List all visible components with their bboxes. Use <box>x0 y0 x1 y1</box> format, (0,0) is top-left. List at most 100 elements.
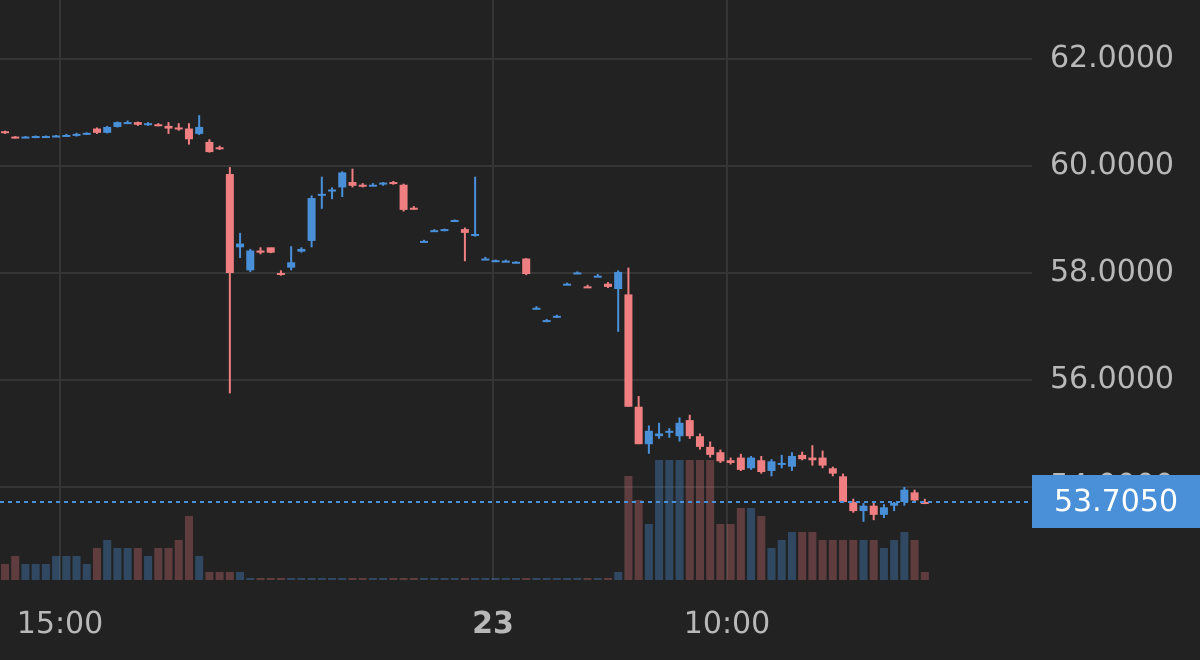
volume-bar <box>440 578 449 580</box>
candle-body <box>522 258 531 275</box>
volume-bar <box>123 548 132 580</box>
volume-bar <box>328 578 337 580</box>
candle-body <box>685 420 694 437</box>
volume-bar <box>348 578 357 580</box>
volume-bar <box>62 556 71 580</box>
volume-bar <box>624 476 633 580</box>
volume-bar <box>808 532 817 580</box>
candle-body <box>205 141 214 153</box>
current-price-tag: 53.7050 <box>1032 475 1200 528</box>
candle-body <box>675 422 684 437</box>
volume-bar <box>21 564 30 580</box>
candle-body <box>133 122 142 125</box>
candle-body <box>287 262 296 268</box>
volume-bar <box>706 460 715 580</box>
volume-bar <box>890 540 899 580</box>
volume-bar <box>736 508 745 580</box>
candle-body <box>276 273 285 275</box>
volume-bar <box>154 548 163 580</box>
volume-bar <box>675 460 684 580</box>
candle-body <box>450 220 459 223</box>
volume-bar <box>276 578 285 580</box>
candle-body <box>695 436 704 447</box>
volume-bar <box>195 556 204 580</box>
candle-body <box>154 124 163 127</box>
candle-body <box>52 135 61 138</box>
candle-body <box>859 505 868 512</box>
candle-body <box>440 229 449 232</box>
candle-body <box>348 182 357 186</box>
volume-bars <box>1 460 929 580</box>
candle-body <box>21 136 30 139</box>
candle-body <box>869 505 878 515</box>
candle-body <box>225 174 234 273</box>
volume-bar <box>460 578 469 580</box>
volume-bar <box>307 578 316 580</box>
volume-bar <box>92 548 101 580</box>
candles <box>1 115 929 522</box>
volume-bar <box>900 532 909 580</box>
volume-bar <box>522 578 531 580</box>
volume-bar <box>798 532 807 580</box>
volume-bar <box>644 524 653 580</box>
candle-body <box>808 457 817 461</box>
volume-bar <box>726 524 735 580</box>
volume-bar <box>133 548 142 580</box>
candle-body <box>103 126 112 133</box>
candle-body <box>491 260 500 263</box>
volume-bar <box>583 578 592 580</box>
volume-bar <box>716 524 725 580</box>
candle-body <box>266 247 275 253</box>
candle-body <box>839 476 848 502</box>
volume-bar <box>910 540 919 580</box>
candle-body <box>11 136 20 139</box>
volume-bar <box>512 578 520 580</box>
volume-bar <box>777 540 786 580</box>
volume-bar <box>113 548 122 580</box>
volume-bar <box>614 572 623 580</box>
volume-bar <box>573 578 582 580</box>
candle-body <box>665 430 674 433</box>
volume-bar <box>420 578 429 580</box>
y-tick-label: 62.0000 <box>1049 40 1174 75</box>
volume-bar <box>869 540 878 580</box>
candle-body <box>920 501 929 504</box>
volume-bar <box>215 572 224 580</box>
candle-body <box>828 468 837 474</box>
candle-body <box>31 136 40 139</box>
candle-body <box>573 272 582 275</box>
volume-bar <box>144 556 153 580</box>
candle-body <box>910 492 919 501</box>
candle-body <box>706 446 715 455</box>
candle-body <box>409 207 418 210</box>
grid-lines <box>0 0 1032 580</box>
volume-bar <box>287 578 296 580</box>
volume-bar <box>859 540 868 580</box>
candle-body <box>164 125 173 129</box>
candle-body <box>256 250 265 253</box>
candle-body <box>144 123 153 126</box>
volume-bar <box>368 578 377 580</box>
candle-body <box>655 433 664 437</box>
volume-bar <box>164 548 173 580</box>
candle-body <box>184 128 193 140</box>
candle-body <box>82 132 91 135</box>
candle-body <box>471 233 480 236</box>
volume-bar <box>174 540 183 580</box>
candle-body <box>368 184 377 187</box>
volume-bar <box>501 578 510 580</box>
candle-body <box>338 172 347 188</box>
x-tick-label: 10:00 <box>683 606 771 641</box>
candle-body <box>420 240 429 243</box>
candle-body <box>726 460 735 463</box>
candle-body <box>757 460 766 473</box>
volume-bar <box>879 548 888 580</box>
candle-body <box>900 489 909 502</box>
volume-bar <box>246 578 255 580</box>
candle-body <box>379 182 388 185</box>
candle-body <box>716 452 725 462</box>
volume-bar <box>225 572 234 580</box>
candle-body <box>317 193 326 196</box>
volume-bar <box>747 508 756 580</box>
